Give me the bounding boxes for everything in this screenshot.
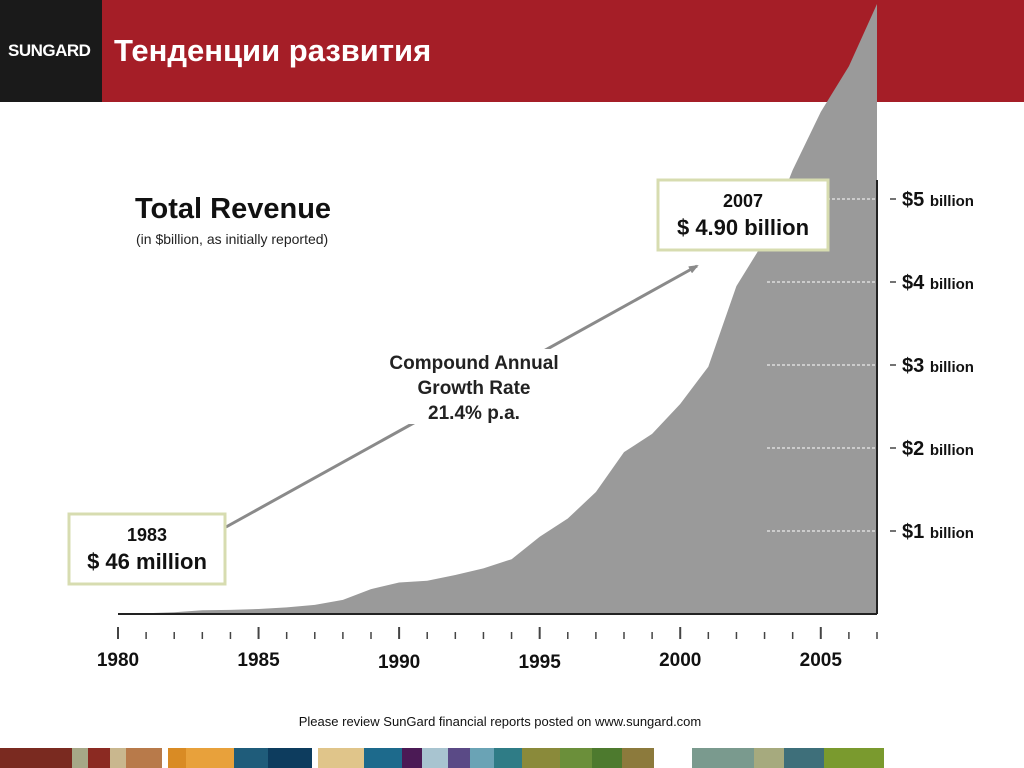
y-tick-label: $2 billion (902, 438, 974, 460)
footer-stripe (0, 748, 72, 768)
x-tick-label: 1985 (237, 650, 280, 671)
x-tick-label: 1980 (97, 650, 139, 671)
footer-stripe (126, 748, 162, 768)
revenue-area (118, 4, 877, 614)
footer-stripe (494, 748, 522, 768)
footer-stripe (448, 748, 470, 768)
chart-title: Total Revenue (135, 193, 331, 225)
cagr-text-bg (374, 374, 574, 399)
footer-stripe (88, 748, 110, 768)
footer-stripe (364, 748, 402, 768)
y-tick-label: $3 billion (902, 355, 974, 377)
footer-stripe (402, 748, 422, 768)
callout-1983-box (67, 512, 227, 586)
y-tick-label: $1 billion (902, 521, 974, 543)
cagr-annotation-line: Compound Annual (389, 353, 558, 374)
footer-color-stripes (0, 748, 1024, 768)
cagr-text-bg (374, 349, 574, 374)
footer-stripe (784, 748, 824, 768)
footer-stripe (422, 748, 448, 768)
footer-stripe (824, 748, 884, 768)
footer-stripe (470, 748, 494, 768)
cagr-annotation-line: 21.4% p.a. (428, 403, 520, 424)
footer-stripe (692, 748, 754, 768)
footer-stripe (754, 748, 784, 768)
footer-stripe (592, 748, 622, 768)
callout-2007-box (656, 178, 830, 252)
footer-stripe (168, 748, 186, 768)
footer-stripe (622, 748, 654, 768)
y-tick-label: $4 billion (902, 272, 974, 294)
logo-box: SUNGARD (0, 0, 102, 102)
callout-2007-value: $ 4.90 billion (677, 215, 809, 240)
slide-title: Тенденции развития (114, 33, 432, 68)
footer-stripe (268, 748, 312, 768)
footer-stripe (312, 748, 318, 768)
footer-stripe (186, 748, 234, 768)
callout-1983-year: 1983 (127, 525, 167, 545)
slide-header: SUNGARD Тенденции развития (0, 0, 1024, 102)
callout-1983-value: $ 46 million (87, 549, 207, 574)
x-tick-label: 2000 (659, 650, 701, 671)
cagr-annotation-line: Growth Rate (418, 378, 531, 399)
footer-stripe (522, 748, 560, 768)
callout-2007-year: 2007 (723, 191, 763, 211)
footer-stripe (560, 748, 592, 768)
footer-stripe (654, 748, 692, 768)
footer-stripe (234, 748, 268, 768)
footer-note: Please review SunGard financial reports … (298, 714, 702, 729)
x-tick-label: 1995 (519, 652, 562, 673)
footer-stripe (110, 748, 126, 768)
chart-subtitle: (in $billion, as initially reported) (136, 231, 328, 247)
sungard-logo: SUNGARD (8, 41, 91, 60)
cagr-text-bg (374, 399, 574, 424)
x-tick-label: 1990 (378, 652, 420, 673)
footer-stripe (162, 748, 168, 768)
footer-stripe (318, 748, 364, 768)
x-tick-label: 2005 (800, 650, 843, 671)
y-tick-label: $5 billion (902, 189, 974, 211)
footer-stripe (72, 748, 88, 768)
